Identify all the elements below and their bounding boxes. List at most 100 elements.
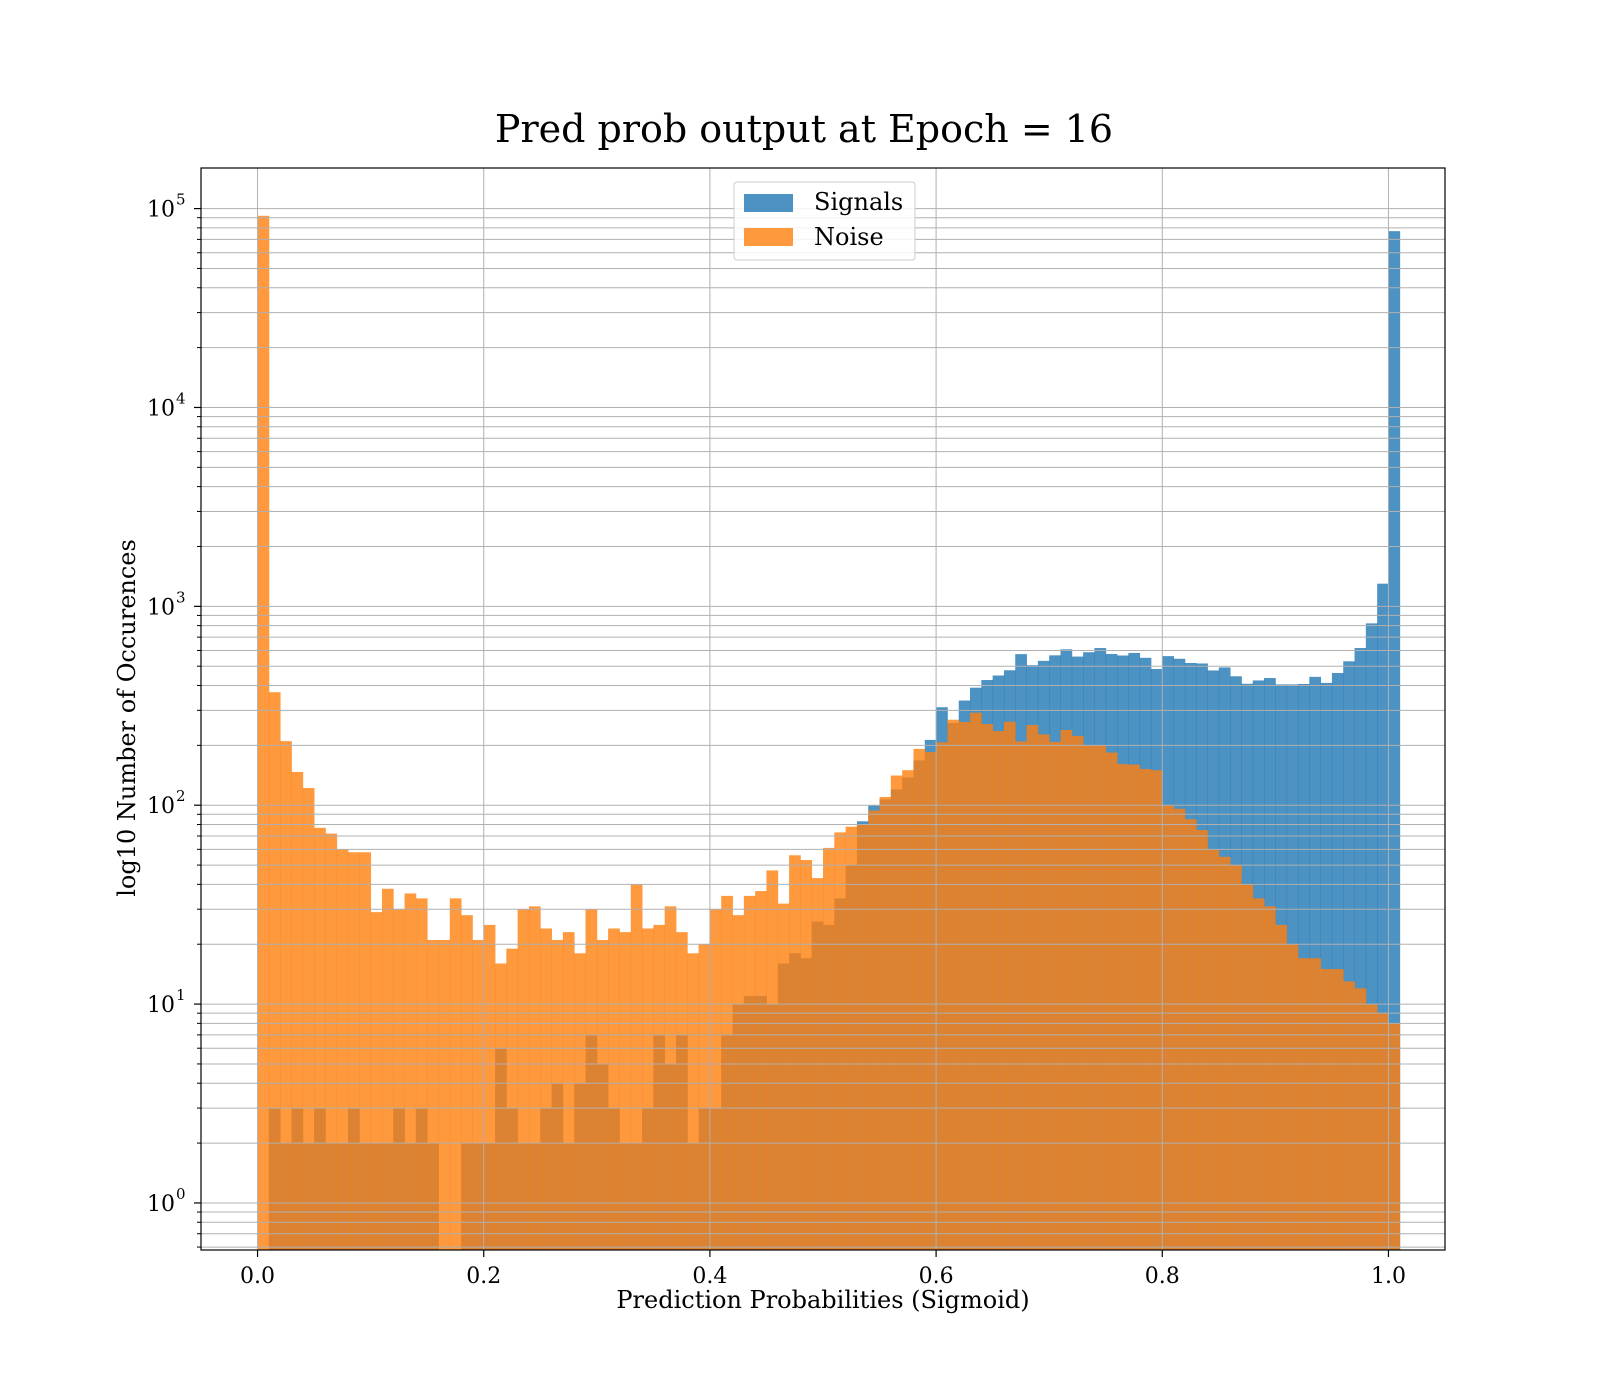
noise-bar <box>970 712 982 1250</box>
noise-bar <box>1150 770 1163 1250</box>
noise-bar <box>381 888 394 1250</box>
noise-bar <box>393 909 405 1250</box>
x-tick-label: 0.2 <box>466 1264 501 1289</box>
noise-bar <box>1026 725 1039 1250</box>
noise-bar <box>1218 856 1231 1250</box>
y-tick-label: 10 <box>147 198 175 223</box>
noise-bar <box>506 948 519 1250</box>
noise-bar <box>291 771 304 1250</box>
noise-bar <box>687 953 699 1250</box>
axes-frame <box>200 167 1446 1251</box>
noise-bar <box>1275 924 1288 1250</box>
noise-bar <box>743 895 756 1250</box>
noise-bar <box>1297 958 1310 1250</box>
noise-bar <box>1286 944 1299 1250</box>
noise-bar <box>1117 764 1129 1250</box>
noise-bar <box>947 719 960 1250</box>
noise-bar <box>664 906 677 1250</box>
noise-bar <box>517 909 530 1250</box>
noise-bar <box>834 832 847 1250</box>
noise-bar <box>958 722 971 1250</box>
y-tick-exponent: 4 <box>176 389 186 407</box>
y-tick-label: 10 <box>147 595 175 620</box>
noise-bar <box>1320 969 1333 1250</box>
noise-bar <box>336 849 349 1250</box>
legend: Signals Noise <box>733 181 916 261</box>
noise-bar <box>1015 741 1027 1250</box>
noise-bar <box>280 741 292 1250</box>
noise-bar <box>495 963 507 1250</box>
noise-bars <box>257 215 1401 1250</box>
noise-bar <box>619 932 632 1250</box>
signals-bar <box>1320 682 1333 1250</box>
noise-bar <box>1309 958 1321 1250</box>
y-tick-exponent: 3 <box>176 588 186 606</box>
signals-bar <box>1331 673 1344 1250</box>
noise-bar <box>415 898 428 1250</box>
legend-label-noise: Noise <box>814 223 884 251</box>
noise-bar <box>348 852 360 1250</box>
noise-bar <box>257 215 270 1250</box>
noise-bar <box>800 860 813 1250</box>
noise-bar <box>461 915 473 1250</box>
noise-bar <box>1230 865 1242 1250</box>
noise-bar <box>845 826 858 1250</box>
signals-bar <box>1365 623 1378 1250</box>
noise-bar <box>902 770 914 1250</box>
noise-bar <box>302 788 315 1250</box>
noise-bar <box>404 893 417 1250</box>
noise-bar <box>789 855 801 1250</box>
noise-bar <box>472 940 485 1250</box>
noise-bar <box>1377 1013 1389 1250</box>
noise-bar <box>1241 884 1254 1250</box>
signals-bar <box>1354 648 1367 1250</box>
noise-bar <box>1196 830 1208 1250</box>
noise-bar <box>1252 898 1265 1250</box>
chart-title: Pred prob output at Epoch = 16 <box>495 107 1113 151</box>
noise-bar <box>314 827 326 1250</box>
noise-bar <box>1139 769 1152 1250</box>
noise-bar <box>630 884 643 1250</box>
noise-bar <box>766 870 779 1250</box>
x-tick-label: 0.4 <box>692 1264 727 1289</box>
noise-bar <box>913 748 926 1250</box>
x-tick-label: 0.6 <box>919 1264 954 1289</box>
noise-bar <box>1105 752 1118 1250</box>
noise-bar <box>608 928 620 1250</box>
noise-bar <box>1049 741 1061 1250</box>
noise-bar <box>427 940 439 1250</box>
noise-bar <box>755 891 767 1250</box>
noise-bar <box>1388 1023 1401 1250</box>
noise-bar <box>325 833 338 1250</box>
noise-bar <box>1264 906 1276 1250</box>
noise-bar <box>540 928 552 1250</box>
legend-swatch-signals <box>744 194 793 212</box>
legend-swatch-noise <box>744 228 793 246</box>
grid-lines <box>201 168 1445 1250</box>
noise-bar <box>1331 969 1344 1250</box>
noise-bar <box>1343 981 1355 1250</box>
noise-bar <box>1071 735 1084 1250</box>
signals-bar <box>1343 661 1355 1250</box>
noise-bar <box>359 852 372 1250</box>
noise-bar <box>585 909 598 1250</box>
noise-bar <box>709 909 722 1250</box>
noise-bar <box>992 731 1005 1250</box>
noise-bar <box>777 903 790 1250</box>
noise-bar <box>370 912 383 1250</box>
noise-bar <box>936 742 948 1250</box>
y-tick-label: 10 <box>147 794 175 819</box>
y-axis-label: log10 Number of Occurences <box>113 539 141 897</box>
x-axis: 0.0 0.2 0.4 0.6 0.8 1.0 <box>240 1250 1406 1289</box>
noise-bar <box>1037 734 1050 1250</box>
noise-bar <box>1060 729 1073 1250</box>
noise-bar <box>1162 805 1174 1250</box>
x-tick-label: 0.8 <box>1145 1264 1180 1289</box>
noise-bar <box>642 928 654 1250</box>
y-tick-exponent: 5 <box>176 191 186 209</box>
x-tick-label: 0.0 <box>240 1264 275 1289</box>
y-tick-label: 10 <box>147 993 175 1018</box>
noise-bar <box>924 752 937 1250</box>
noise-bar <box>1128 764 1141 1250</box>
